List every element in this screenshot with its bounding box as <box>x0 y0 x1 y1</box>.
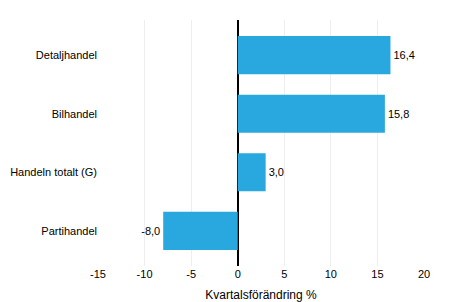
svg-text:20: 20 <box>418 268 430 280</box>
svg-text:10: 10 <box>325 268 337 280</box>
svg-text:0: 0 <box>235 268 241 280</box>
svg-text:-10: -10 <box>137 268 153 280</box>
svg-text:3,0: 3,0 <box>269 166 284 178</box>
svg-text:Bilhandel: Bilhandel <box>52 108 97 120</box>
svg-text:Handeln totalt (G): Handeln totalt (G) <box>10 166 97 178</box>
svg-text:-15: -15 <box>90 268 106 280</box>
svg-text:Detaljhandel: Detaljhandel <box>36 49 97 61</box>
svg-text:Partihandel: Partihandel <box>41 225 97 237</box>
svg-text:15: 15 <box>371 268 383 280</box>
svg-text:-5: -5 <box>186 268 196 280</box>
svg-text:15,8: 15,8 <box>388 108 409 120</box>
svg-text:16,4: 16,4 <box>393 49 414 61</box>
svg-text:Kvartalsförändring %: Kvartalsförändring % <box>205 288 317 302</box>
svg-text:-8,0: -8,0 <box>141 225 160 237</box>
svg-text:5: 5 <box>281 268 287 280</box>
